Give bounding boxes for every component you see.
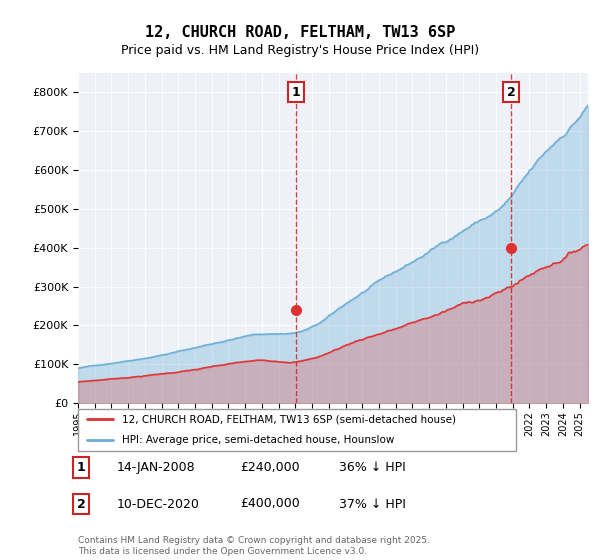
Text: 1: 1 [77,461,85,474]
FancyBboxPatch shape [78,409,516,451]
Text: 2: 2 [507,86,516,99]
Text: Price paid vs. HM Land Registry's House Price Index (HPI): Price paid vs. HM Land Registry's House … [121,44,479,57]
Text: HPI: Average price, semi-detached house, Hounslow: HPI: Average price, semi-detached house,… [122,435,394,445]
Text: £400,000: £400,000 [240,497,300,511]
Text: 2: 2 [77,497,85,511]
Text: 14-JAN-2008: 14-JAN-2008 [117,461,196,474]
Text: 12, CHURCH ROAD, FELTHAM, TW13 6SP: 12, CHURCH ROAD, FELTHAM, TW13 6SP [145,25,455,40]
Text: 36% ↓ HPI: 36% ↓ HPI [339,461,406,474]
Text: Contains HM Land Registry data © Crown copyright and database right 2025.
This d: Contains HM Land Registry data © Crown c… [78,536,430,556]
Text: 10-DEC-2020: 10-DEC-2020 [117,497,200,511]
Text: 37% ↓ HPI: 37% ↓ HPI [339,497,406,511]
Text: 12, CHURCH ROAD, FELTHAM, TW13 6SP (semi-detached house): 12, CHURCH ROAD, FELTHAM, TW13 6SP (semi… [122,414,456,424]
Text: £240,000: £240,000 [240,461,299,474]
Text: 1: 1 [292,86,301,99]
